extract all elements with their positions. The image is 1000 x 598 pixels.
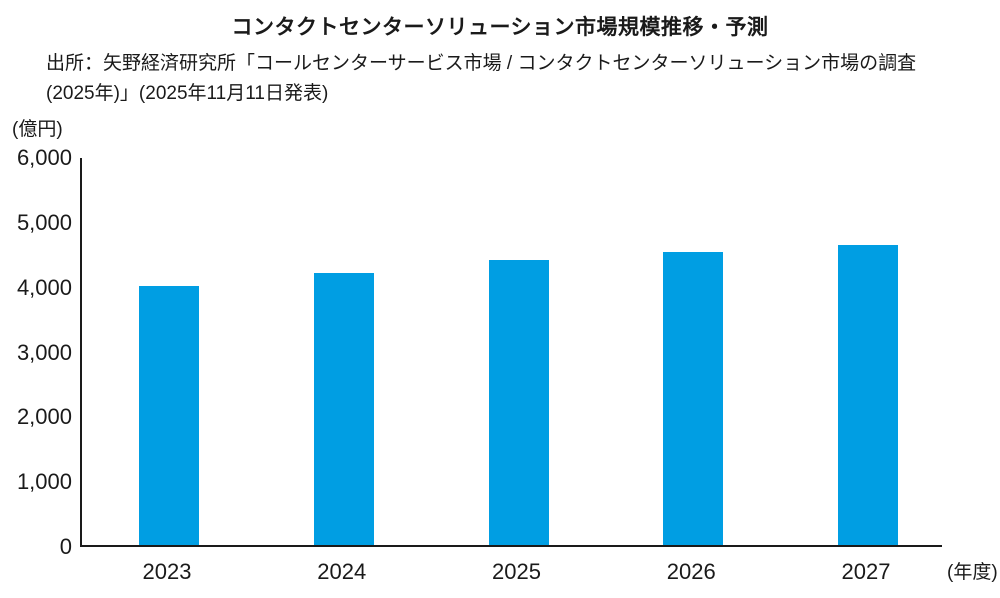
x-tick-label-2027: 2027 (841, 559, 891, 584)
plot-area (80, 158, 942, 547)
bar-2023 (139, 285, 199, 545)
y-tick-label: 6,000 (16, 145, 72, 170)
chart-title: コンタクトセンターソリューション市場規模推移・予測 (231, 16, 769, 39)
y-tick-label: 4,000 (16, 274, 72, 300)
bar-2024 (313, 272, 374, 545)
source-line-2: (2025年)」(2025年11月11日発表) (46, 83, 329, 104)
y-tick-label: 1,000 (16, 469, 72, 495)
source-note: 出所：矢野経済研究所「コールセンターサービス市場 / コンタクトセンターソリュー… (46, 49, 966, 109)
y-tick-label: 3,000 (16, 339, 72, 365)
x-tick-label-2025: 2025 (492, 559, 541, 584)
y-tick-label: 5,000 (16, 209, 72, 235)
x-tick-label-2026: 2026 (666, 559, 716, 584)
bar-2025 (488, 260, 549, 545)
y-tick-label: 0 (59, 534, 72, 559)
y-tick-label: 2,000 (16, 404, 72, 430)
x-tick-label-2023: 2023 (142, 559, 192, 584)
x-axis-unit-label: (年度) (947, 562, 998, 583)
bar-2027 (838, 244, 898, 545)
y-axis-unit-label: (億円) (12, 119, 63, 140)
x-tick-label-2024: 2024 (317, 559, 367, 584)
source-line-1: 出所：矢野経済研究所「コールセンターサービス市場 / コンタクトセンターソリュー… (46, 53, 917, 74)
bar-2026 (663, 251, 724, 545)
